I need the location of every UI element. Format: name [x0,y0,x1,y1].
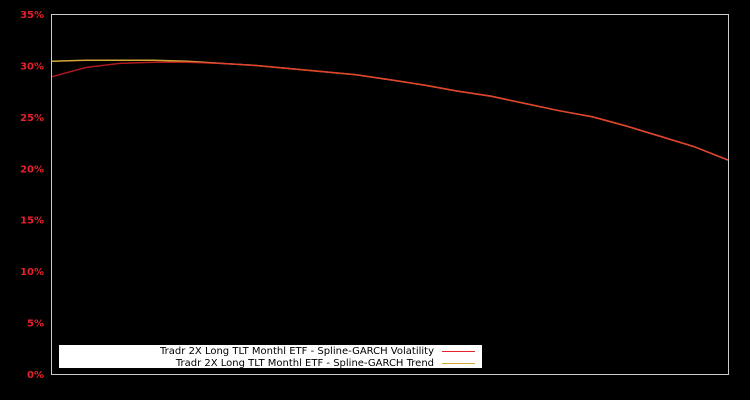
trend-line [51,59,729,161]
legend-label-volatility: Tradr 2X Long TLT Monthl ETF - Spline-GA… [160,345,434,357]
plot-frame [51,14,729,375]
series-lines [51,59,729,161]
y-tick-label: 25% [20,113,44,124]
y-tick-label: 0% [27,370,44,381]
legend-label-trend: Tradr 2X Long TLT Monthl ETF - Spline-GA… [175,357,434,369]
y-tick-label: 10% [20,267,44,278]
y-tick-label: 30% [20,61,44,72]
y-tick-label: 20% [20,164,44,175]
y-tick-label: 35% [20,10,44,21]
legend: Tradr 2X Long TLT Monthl ETF - Spline-GA… [59,345,482,369]
legend-item-trend: Tradr 2X Long TLT Monthl ETF - Spline-GA… [176,357,482,369]
legend-item-volatility: Tradr 2X Long TLT Monthl ETF - Spline-GA… [160,345,482,357]
volatility-line [51,61,729,161]
legend-swatch-volatility [442,350,475,352]
y-tick-label: 15% [20,216,44,227]
legend-swatch-trend [442,362,475,364]
y-axis-ticks: 0% 5% 10% 15% 20% 25% 30% 35% [20,10,44,381]
y-tick-label: 5% [27,319,44,330]
